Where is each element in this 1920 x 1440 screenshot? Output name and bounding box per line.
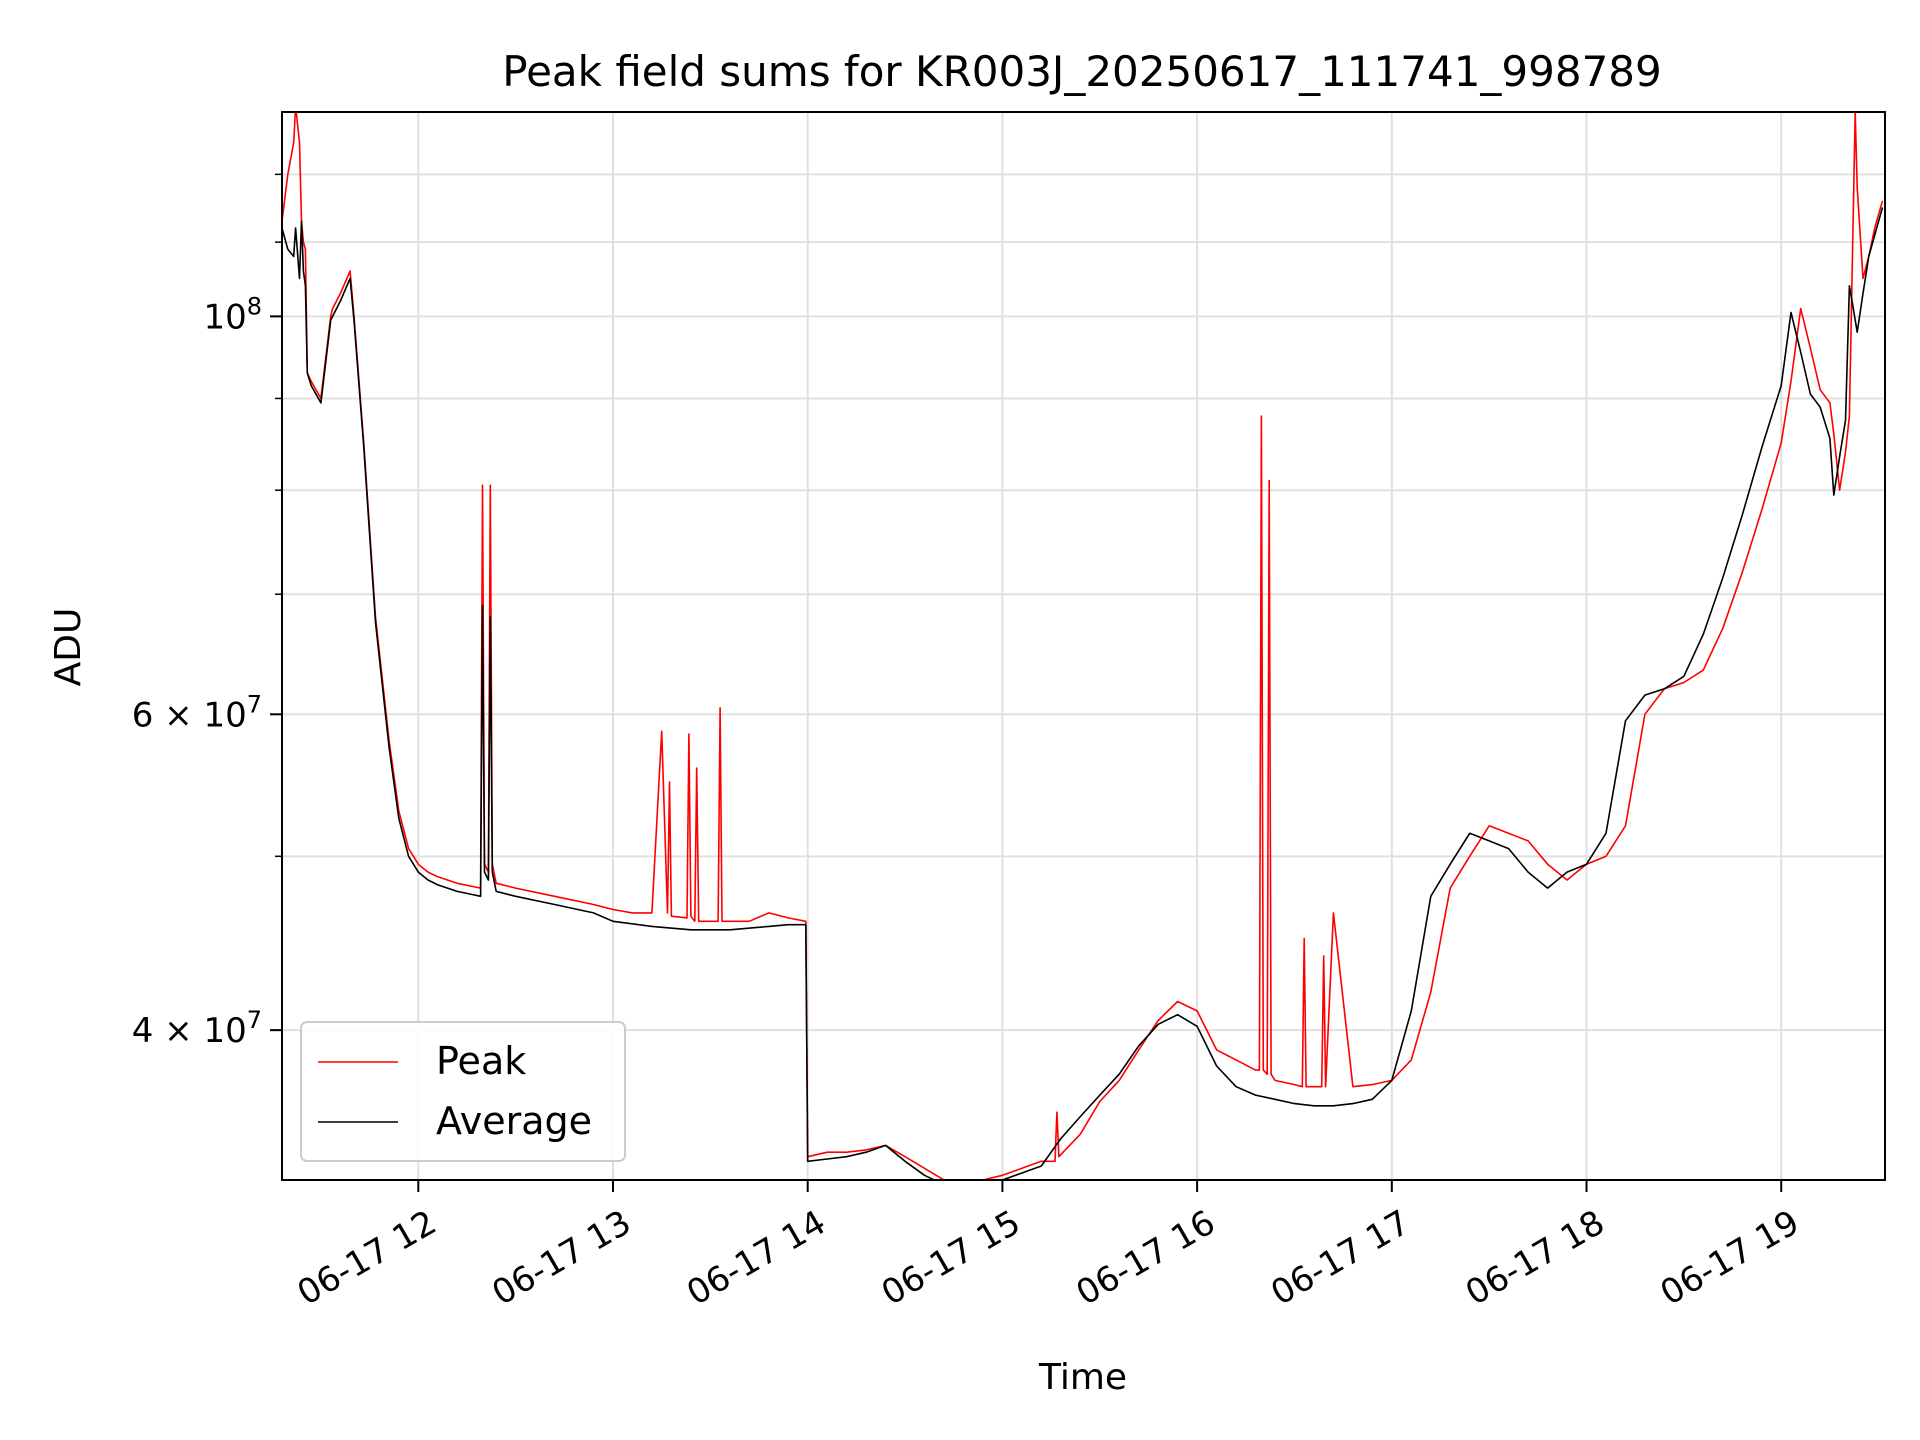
series-line-peak <box>282 112 1884 1180</box>
plot-area <box>282 112 1884 1180</box>
y-tick-label: 6 × 107 <box>132 690 262 735</box>
chart-title: Peak field sums for KR003J_20250617_1117… <box>502 47 1662 96</box>
legend-label-peak: Peak <box>436 1039 526 1083</box>
grid <box>282 112 1885 1180</box>
y-tick-label: 4 × 107 <box>132 1006 262 1051</box>
legend-box <box>300 1021 626 1162</box>
plot-frame <box>281 111 1886 1181</box>
x-axis-label: Time <box>1038 1357 1127 1398</box>
legend-label-average: Average <box>436 1099 592 1143</box>
legend: Peak Average <box>300 1021 626 1162</box>
series-line-average <box>282 207 1884 1180</box>
y-axis-label: ADU <box>48 608 89 687</box>
y-tick-label: 108 <box>203 292 262 337</box>
